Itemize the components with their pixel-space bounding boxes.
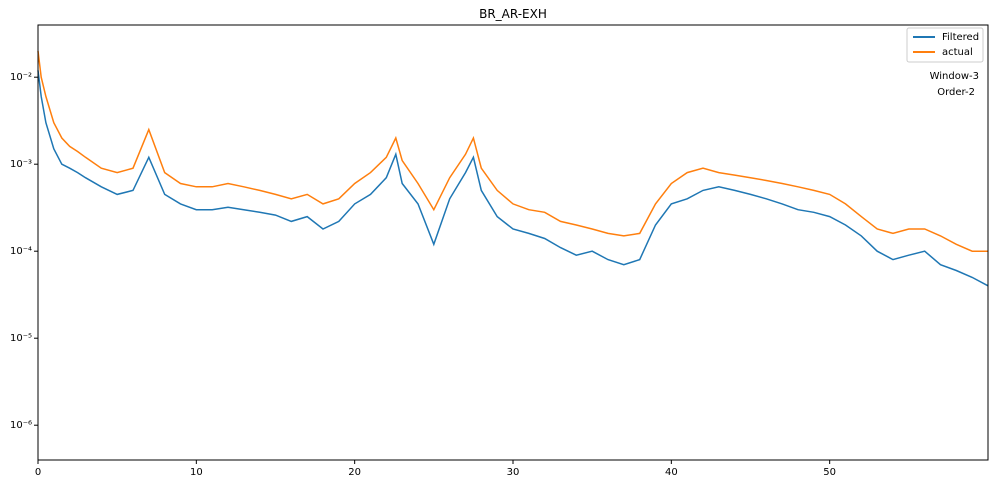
y-tick-label: 10⁻⁵: [10, 333, 32, 344]
plot-frame: [37, 24, 989, 461]
x-tick-label: 20: [348, 467, 361, 478]
x-tick-label: 40: [665, 467, 678, 478]
x-tick-label: 50: [823, 467, 836, 478]
x-tick-label: 10: [190, 467, 203, 478]
y-tick-label: 10⁻³: [10, 159, 32, 170]
y-tick-label: 10⁻²: [10, 72, 32, 83]
chart-title: BR_AR-EXH: [479, 7, 547, 21]
series-line-filtered: [37, 70, 989, 287]
y-tick-label: 10⁻⁶: [10, 420, 32, 431]
series-line-actual: [37, 50, 988, 252]
y-axis: 10⁻⁶ 10⁻⁵ 10⁻⁴ 10⁻³ 10⁻²: [10, 72, 38, 431]
legend-label-filtered: Filtered: [942, 32, 979, 43]
x-axis: 0 10 20 30 40 50: [35, 460, 836, 478]
y-tick-label: 10⁻⁴: [10, 246, 32, 257]
annotation-window: Window-3: [930, 71, 979, 82]
plot-lines: [37, 50, 989, 287]
legend: Filtered actual: [906, 27, 984, 63]
legend-label-actual: actual: [942, 47, 973, 58]
x-tick-label: 0: [35, 467, 41, 478]
x-tick-label: 30: [507, 467, 520, 478]
annotation-order: Order-2: [937, 87, 975, 98]
